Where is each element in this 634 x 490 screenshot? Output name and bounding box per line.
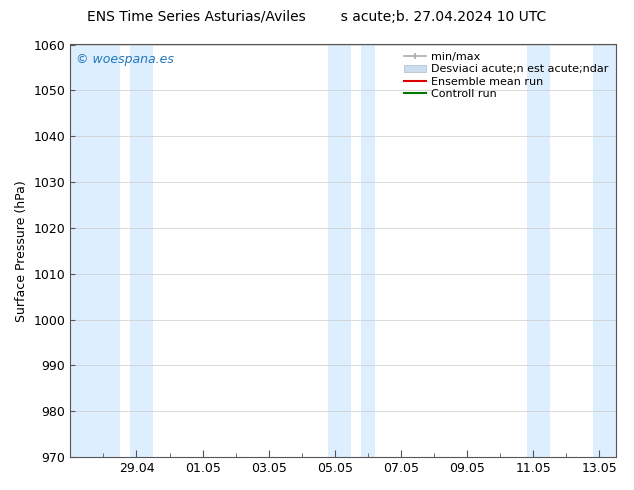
Bar (328, 45, 351, 457)
Bar (593, 45, 616, 457)
Text: © woespana.es: © woespana.es (75, 53, 174, 66)
Y-axis label: Surface Pressure (hPa): Surface Pressure (hPa) (15, 180, 28, 322)
Legend: min/max, Desviaci acute;n est acute;ndar, Ensemble mean run, Controll run: min/max, Desviaci acute;n est acute;ndar… (402, 50, 611, 101)
Bar (527, 45, 550, 457)
Bar (361, 45, 375, 457)
Text: ENS Time Series Asturias/Aviles        s acute;b. 27.04.2024 10 UTC: ENS Time Series Asturias/Aviles s acute;… (87, 10, 547, 24)
Bar (70, 45, 120, 457)
Bar (130, 45, 153, 457)
